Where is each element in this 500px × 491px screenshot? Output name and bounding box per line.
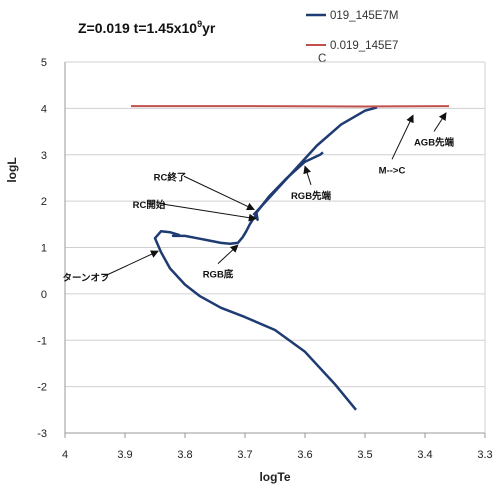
y-tick-label: -1 xyxy=(37,335,47,347)
x-tick-label: 3.5 xyxy=(357,449,372,461)
annotation-arrow xyxy=(433,112,447,132)
annotation-arrow xyxy=(391,114,414,160)
annotation-label: AGB先端 xyxy=(414,136,455,148)
annotation-label: M-->C xyxy=(379,165,406,176)
legend-label-series-2: 0.019_145E7 xyxy=(330,40,398,52)
annotation-arrow xyxy=(217,244,239,265)
y-tick-label: 1 xyxy=(41,243,47,255)
annotation-label: RC開始 xyxy=(133,199,166,211)
gridlines xyxy=(65,61,485,434)
x-tick-label: 3.3 xyxy=(477,449,492,461)
x-tick-label: 4 xyxy=(62,449,68,461)
legend-label-series-2-cont: C xyxy=(318,53,326,65)
annotation-arrow xyxy=(183,175,255,211)
y-tick-label: 2 xyxy=(41,196,47,208)
series-line-019_145E7M xyxy=(153,151,357,411)
x-tick-label: 3.4 xyxy=(417,449,432,461)
annotation-label: RGB先端 xyxy=(291,190,332,202)
annotation-label: RC終了 xyxy=(154,171,187,183)
x-tick-label: 3.8 xyxy=(177,449,192,461)
legend-label-series-1: 019_145E7M xyxy=(330,10,398,22)
y-tick-label: 3 xyxy=(41,150,47,162)
annotation-arrow xyxy=(303,165,312,185)
annotations: ターンオフ RGB底 RC開始 RC終了 RGB先端 M-->C AGB先端 xyxy=(62,112,455,284)
annotation-arrow xyxy=(102,250,159,278)
y-tick-label: -2 xyxy=(37,382,47,394)
x-tick-labels: 4 3.9 3.8 3.7 3.6 3.5 3.4 3.3 xyxy=(62,449,493,461)
series-line-019_145E7M-upper-branch xyxy=(252,106,378,216)
y-tick-label: -3 xyxy=(37,428,47,440)
y-tick-label: 0 xyxy=(41,289,47,301)
chart-title-tail: yr xyxy=(202,20,216,36)
chart-title-main: Z=0.019 t=1.45x10 xyxy=(78,20,197,36)
x-tick-label: 3.9 xyxy=(117,449,132,461)
y-axis-label: logL xyxy=(5,157,19,182)
series-lines xyxy=(131,105,450,411)
chart-title-exponent: 9 xyxy=(197,19,202,29)
axes xyxy=(64,62,486,438)
annotation-arrow xyxy=(162,203,257,222)
x-tick-label: 3.6 xyxy=(297,449,312,461)
legend: 019_145E7M 0.019_145E7 C xyxy=(306,10,398,65)
y-tick-labels: 5 4 3 2 1 0 -1 -2 -3 xyxy=(37,57,47,440)
chart-title: Z=0.019 t=1.45x109yr xyxy=(78,19,216,36)
x-axis-label: logTe xyxy=(259,470,290,484)
annotation-label: RGB底 xyxy=(203,269,234,281)
annotation-label: ターンオフ xyxy=(62,272,109,284)
y-tick-label: 5 xyxy=(41,57,47,69)
y-tick-label: 4 xyxy=(41,103,47,115)
x-tick-label: 3.7 xyxy=(237,449,252,461)
